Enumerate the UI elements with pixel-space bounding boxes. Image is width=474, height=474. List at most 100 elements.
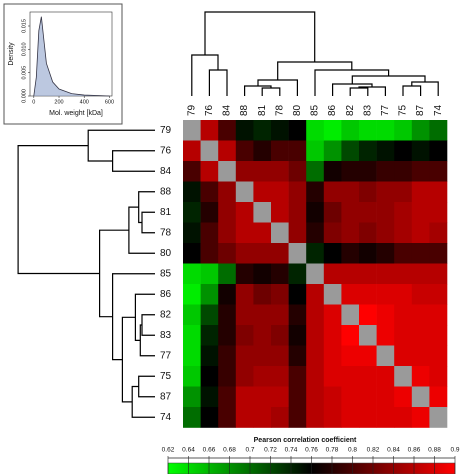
heatmap-cell — [429, 181, 448, 203]
heatmap-cell — [429, 161, 448, 182]
left-dendrogram — [17, 129, 155, 418]
heatmap-cell — [429, 325, 448, 346]
density-line — [33, 16, 110, 97]
heatmap-cell — [359, 284, 377, 305]
heatmap-cell — [183, 140, 201, 162]
heatmap-cell — [218, 161, 237, 182]
heatmap-cell — [376, 243, 395, 264]
heatmap-cell — [323, 161, 342, 182]
heatmap-cell — [235, 120, 254, 141]
heatmap-cell — [429, 284, 448, 305]
heatmap-cell — [323, 407, 342, 428]
heatmap-cell — [183, 243, 201, 264]
heatmap-cell — [429, 222, 448, 244]
heatmap-cell — [200, 345, 219, 367]
heatmap-cell — [429, 202, 448, 223]
heatmap-cell — [323, 140, 342, 162]
heatmap-cell — [341, 284, 360, 305]
heatmap-cell — [200, 386, 219, 408]
heatmap-cell — [306, 386, 325, 408]
heatmap-cell — [218, 386, 237, 408]
heatmap-cell — [411, 345, 430, 367]
heatmap-cell — [218, 325, 237, 346]
heatmap-cell — [341, 140, 360, 162]
row-label: 74 — [160, 412, 172, 423]
heatmap-cell — [429, 263, 448, 285]
heatmap-cell — [394, 140, 413, 162]
heatmap-cell — [271, 161, 289, 182]
heatmap-cell — [253, 161, 272, 182]
heatmap-cell — [271, 263, 289, 285]
heatmap-cell — [376, 120, 395, 141]
heatmap-cell — [200, 222, 219, 244]
inset-y-tick-label: 0.000 — [21, 89, 27, 103]
heatmap-cell — [218, 181, 237, 203]
heatmap-cell — [376, 345, 395, 367]
heatmap-cell — [306, 181, 325, 203]
heatmap-cell — [288, 140, 307, 162]
heatmap-cell — [394, 304, 413, 326]
heatmap-cell — [411, 304, 430, 326]
heatmap-cell — [288, 366, 307, 387]
heatmap-cell — [183, 222, 201, 244]
heatmap-cell — [323, 120, 342, 141]
heatmap-cell — [359, 202, 377, 223]
heatmap-cell — [323, 345, 342, 367]
heatmap-cell — [253, 181, 272, 203]
heatmap-cell — [359, 120, 377, 141]
heatmap-cell — [183, 263, 201, 285]
heatmap-cell — [253, 345, 272, 367]
inset-x-tick-label: 600 — [105, 99, 114, 105]
heatmap-cell — [323, 366, 342, 387]
heatmap-cell — [429, 386, 448, 408]
heatmap-cell — [271, 366, 289, 387]
heatmap-cell — [306, 140, 325, 162]
heatmap-cell — [253, 325, 272, 346]
heatmap-cell — [235, 140, 254, 162]
heatmap-cell — [288, 202, 307, 223]
heatmap-cell — [288, 243, 307, 264]
colorbar-tick-label: 0.76 — [305, 447, 318, 454]
inset-x-tick-label: 200 — [54, 99, 63, 105]
heatmap-cell — [183, 407, 201, 428]
heatmap-cell — [411, 181, 430, 203]
top-dendrogram — [191, 11, 439, 96]
heatmap-cell — [394, 263, 413, 285]
heatmap-cell — [323, 304, 342, 326]
inset-y-tick-label: 0.005 — [21, 66, 27, 80]
heatmap-cell — [429, 140, 448, 162]
heatmap-cell — [183, 161, 201, 182]
heatmap-cell — [394, 161, 413, 182]
heatmap-cell — [306, 345, 325, 367]
heatmap-cell — [323, 222, 342, 244]
heatmap-cell — [235, 366, 254, 387]
heatmap-cell — [411, 325, 430, 346]
heatmap-cell — [183, 325, 201, 346]
row-label: 77 — [160, 350, 172, 361]
heatmap-cell — [218, 366, 237, 387]
heatmap-cell — [376, 407, 395, 428]
heatmap-cell — [341, 202, 360, 223]
row-label: 80 — [160, 248, 172, 259]
heatmap-cell — [218, 263, 237, 285]
heatmap-cell — [394, 366, 413, 387]
heatmap-cell — [200, 304, 219, 326]
heatmap-cell — [200, 366, 219, 387]
heatmap-cell — [411, 120, 430, 141]
column-label: 88 — [239, 104, 250, 116]
colorbar-title: Pearson correlation coefficient — [254, 437, 357, 444]
heatmap-cell — [394, 243, 413, 264]
heatmap-cell — [235, 386, 254, 408]
column-label: 74 — [433, 104, 444, 116]
heatmap-cell — [394, 284, 413, 305]
colorbar-tick-label: 0.84 — [387, 447, 400, 454]
heatmap-cell — [394, 345, 413, 367]
heatmap-cell — [271, 181, 289, 203]
heatmap-cell — [288, 161, 307, 182]
heatmap-cell — [394, 120, 413, 141]
heatmap-cell — [341, 161, 360, 182]
heatmap-cell — [359, 325, 377, 346]
heatmap-cell — [183, 366, 201, 387]
heatmap-cell — [271, 202, 289, 223]
heatmap-cell — [183, 181, 201, 203]
